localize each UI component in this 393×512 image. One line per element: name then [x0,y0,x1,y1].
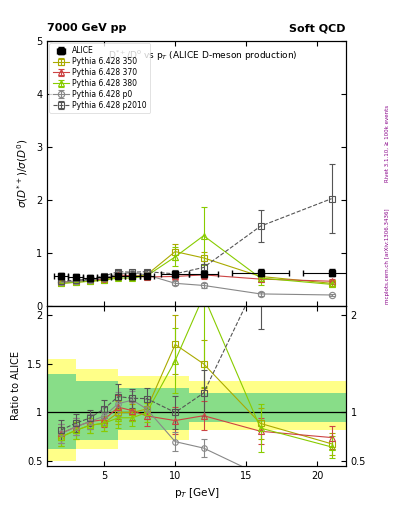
X-axis label: p$_T$ [GeV]: p$_T$ [GeV] [174,486,219,500]
Y-axis label: $\sigma(D^{*+})/\sigma(D^0)$: $\sigma(D^{*+})/\sigma(D^0)$ [16,139,31,208]
Text: mcplots.cern.ch [arXiv:1306.3436]: mcplots.cern.ch [arXiv:1306.3436] [385,208,390,304]
Text: D$^{*+}$/D$^0$ vs p$_T$ (ALICE D-meson production): D$^{*+}$/D$^0$ vs p$_T$ (ALICE D-meson p… [108,49,297,63]
Text: Rivet 3.1.10, ≥ 100k events: Rivet 3.1.10, ≥ 100k events [385,105,390,182]
Text: Soft QCD: Soft QCD [289,23,346,33]
Y-axis label: Ratio to ALICE: Ratio to ALICE [11,351,21,420]
Text: 7000 GeV pp: 7000 GeV pp [47,23,127,33]
Legend: ALICE, Pythia 6.428 350, Pythia 6.428 370, Pythia 6.428 380, Pythia 6.428 p0, Py: ALICE, Pythia 6.428 350, Pythia 6.428 37… [50,43,150,113]
